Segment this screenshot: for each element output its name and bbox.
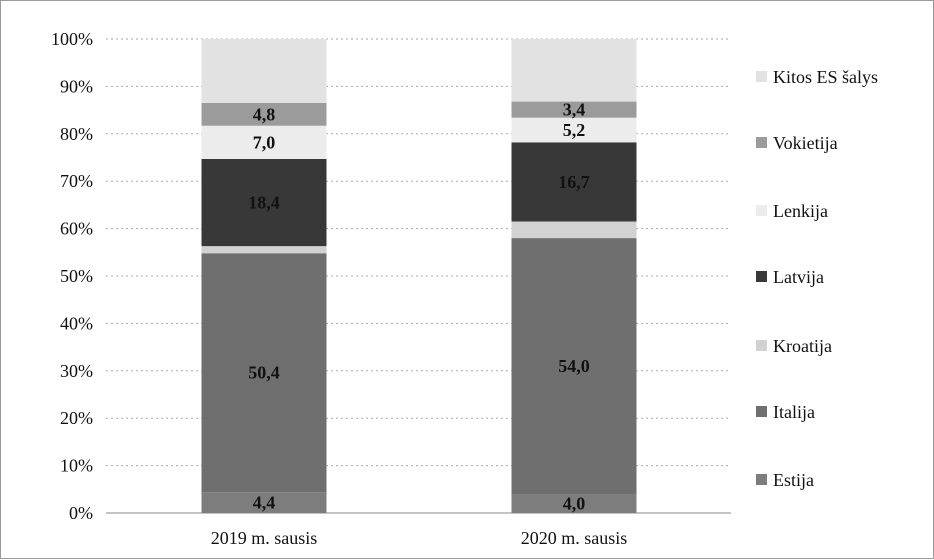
legend-item-lenkija: Lenkija	[756, 201, 828, 221]
bar-segment-latvija	[511, 142, 637, 222]
x-category-label: 2019 m. sausis	[211, 528, 318, 548]
y-axis-tick-labels: 0% 10% 20% 30% 40% 50% 60% 70% 80% 90% 100%	[51, 29, 93, 523]
legend-item-vokietija: Vokietija	[756, 133, 838, 153]
bar-segment-kroatija	[511, 221, 637, 239]
data-label: 5,2	[563, 120, 586, 140]
bar-segment-lenkija	[511, 117, 637, 143]
x-category-label: 2020 m. sausis	[521, 528, 628, 548]
gridlines	[106, 38, 731, 514]
x-axis-category-labels: 2019 m. sausis 2020 m. sausis	[211, 528, 628, 548]
data-label: 18,4	[248, 193, 280, 213]
legend-label: Estija	[773, 470, 814, 490]
bar-segment-kitos-es-salys	[201, 39, 327, 103]
legend-label: Vokietija	[773, 133, 838, 153]
y-tick-label: 80%	[60, 124, 93, 144]
bar-segment-estija	[511, 494, 637, 513]
bar-segment-italija	[201, 253, 327, 493]
data-label: 3,4	[563, 100, 586, 120]
data-label: 7,0	[253, 132, 276, 152]
data-labels: 4,4 50,4 18,4 7,0 4,8 4,0 54,0 16,7 5,23,4	[248, 100, 590, 514]
bar-segment-kitos-es-salys	[511, 39, 637, 102]
bars	[201, 39, 637, 513]
legend-label: Kroatija	[773, 336, 832, 356]
data-label: 16,7	[558, 172, 590, 192]
bar-segment-italija	[511, 238, 637, 495]
y-tick-label: 60%	[60, 219, 93, 239]
bar-segment-vokietija	[201, 102, 327, 126]
legend-label: Kitos ES šalys	[773, 67, 878, 87]
bar-segment-kroatija	[201, 246, 327, 254]
legend-item-estija: Estija	[756, 470, 814, 490]
bar-segment-latvija	[201, 158, 327, 247]
bar-segment-vokietija	[511, 101, 637, 118]
legend-swatch	[756, 474, 767, 485]
y-tick-label: 20%	[60, 408, 93, 428]
data-label: 4,4	[253, 493, 276, 513]
legend-swatch	[756, 71, 767, 82]
legend-label: Italija	[773, 402, 815, 422]
y-tick-label: 70%	[60, 171, 93, 191]
legend-item-italija: Italija	[756, 402, 815, 422]
data-label: 50,4	[248, 363, 280, 383]
data-label: 4,0	[563, 494, 586, 514]
legend-swatch	[756, 137, 767, 148]
legend: Kitos ES šalys Vokietija Lenkija Latvija Kro…	[756, 67, 878, 490]
bar-segment-lenkija	[201, 125, 327, 159]
y-tick-label: 40%	[60, 313, 93, 333]
legend-swatch	[756, 271, 767, 282]
y-tick-label: 90%	[60, 76, 93, 96]
data-label: 4,8	[253, 104, 276, 124]
bar-segment-estija	[201, 492, 327, 513]
legend-item-kroatija: Kroatija	[756, 336, 832, 356]
legend-swatch	[756, 406, 767, 417]
legend-swatch	[756, 205, 767, 216]
y-tick-label: 10%	[60, 456, 93, 476]
y-tick-label: 50%	[60, 266, 93, 286]
data-label: 54,0	[558, 356, 590, 376]
y-tick-label: 100%	[51, 29, 93, 49]
legend-item-kitos-es-salys: Kitos ES šalys	[756, 67, 878, 87]
legend-label: Latvija	[773, 267, 824, 287]
legend-swatch	[756, 340, 767, 351]
legend-label: Lenkija	[773, 201, 828, 221]
y-tick-label: 0%	[69, 503, 93, 523]
y-tick-label: 30%	[60, 361, 93, 381]
legend-item-latvija: Latvija	[756, 267, 824, 287]
